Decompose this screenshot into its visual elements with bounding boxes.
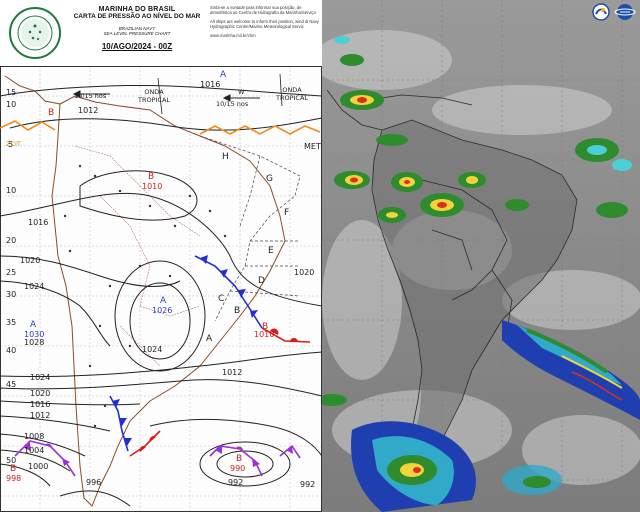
occluded-front-1	[14, 440, 76, 477]
pressure-chart-panel: MARINHA DO BRASIL CARTA DE PRESSÃO AO NÍ…	[0, 0, 322, 512]
area-letter: C	[218, 294, 225, 304]
subtitle-en-1: BRAZILIAN NAVY	[118, 26, 156, 31]
convection-south	[322, 394, 562, 512]
subtitle-en-2: SEA LEVEL PRESSURE CHART	[103, 31, 171, 36]
semar-logo	[592, 3, 610, 21]
agency-logos	[592, 3, 636, 21]
lat-label: 5	[8, 140, 14, 149]
low-center-value: 1010	[254, 330, 275, 339]
meteo-label: METE	[304, 142, 322, 151]
area-boundaries	[199, 135, 301, 322]
lat-label: 50	[6, 456, 17, 465]
satellite-image	[322, 0, 640, 512]
isobar-label: 1016	[30, 400, 51, 409]
lat-label: 10	[6, 186, 17, 195]
lat-label: 25	[6, 268, 17, 277]
isobar-label: 1012	[30, 411, 51, 420]
isobar-label: 1016	[28, 218, 49, 227]
coastline	[51, 95, 286, 507]
isobar-label: 1012	[78, 106, 99, 115]
isobar-label: 1020	[20, 256, 41, 265]
high-center-letter: A	[220, 70, 227, 80]
occluded-front-2	[209, 445, 263, 477]
occluded-front-3	[279, 444, 301, 459]
high-center-letter: A	[30, 320, 37, 330]
isobar-label: 1028	[24, 338, 45, 347]
isobar-label: 1024	[30, 373, 51, 382]
lat-label: 10	[6, 100, 17, 109]
isobar-label: 1020	[30, 389, 51, 398]
area-letter: B	[234, 306, 241, 316]
lat-label: 35	[6, 318, 17, 327]
isobar-label: 1024	[24, 282, 45, 291]
low-center-value: 990	[230, 464, 246, 473]
area-letter: A	[206, 334, 213, 344]
org-name: MARINHA DO BRASIL	[98, 6, 176, 13]
isobar-label: 1020	[294, 268, 315, 277]
wind-direction: W	[238, 88, 245, 96]
isobar-label: 1016	[200, 80, 221, 89]
tropical-waves	[157, 73, 283, 115]
internal-borders	[74, 145, 201, 367]
wind-arrows	[72, 90, 260, 102]
warm-front-2	[129, 430, 161, 457]
wind-label: 10/15 nos	[74, 92, 107, 100]
chart-title-block: MARINHA DO BRASIL CARTA DE PRESSÃO AO NÍ…	[70, 6, 204, 51]
convection-itcz	[334, 36, 632, 223]
chart-title: CARTA DE PRESSÃO AO NÍVEL DO MAR	[73, 13, 201, 20]
lat-label: 15	[6, 88, 17, 97]
tropical-wave-label: ONDA TROPICAL	[275, 86, 309, 102]
grid-lines	[0, 66, 322, 512]
warm-front-1	[261, 327, 311, 343]
info-pt: Sinta-se a vontade para informar sua pos…	[210, 5, 316, 15]
isobar-label: 1024	[142, 345, 163, 354]
low-center-letter: B	[236, 454, 243, 464]
wind-label: 10/15 nos	[216, 100, 249, 108]
info-url[interactable]: www.marinha.mil.br/chm	[210, 33, 256, 38]
itcz-label: ZCIT	[6, 140, 21, 148]
pressure-map	[0, 66, 322, 512]
isobar-label: 992	[228, 478, 244, 487]
area-letter: H	[222, 152, 229, 162]
isobar-label: 1008	[24, 432, 45, 441]
continent	[372, 120, 577, 490]
high-center-letter: A	[160, 296, 167, 306]
low-center-letter: B	[10, 464, 17, 474]
high-center-value: 1026	[152, 306, 173, 315]
chart-header: MARINHA DO BRASIL CARTA DE PRESSÃO AO NÍ…	[0, 0, 322, 66]
isobar-label: 996	[86, 478, 102, 487]
lat-label: 20	[6, 236, 17, 245]
cold-front-1	[194, 255, 263, 329]
low-center-value: 1010	[142, 182, 163, 191]
lat-label: 40	[6, 346, 17, 355]
satellite-image-panel	[322, 0, 640, 512]
cold-front-2	[109, 395, 132, 452]
area-letter: D	[258, 276, 265, 286]
lat-label: 30	[6, 290, 17, 299]
cptec-logo	[614, 4, 636, 20]
area-letter: G	[266, 174, 273, 184]
chart-date: 10/AGO/2024 - 00Z	[101, 42, 173, 51]
high-center-value: 1030	[24, 330, 45, 339]
low-center-value: 998	[6, 474, 22, 483]
low-center-letter: B	[48, 108, 55, 118]
isobar-label: 992	[300, 480, 316, 489]
isobar-label: 1000	[28, 462, 49, 471]
area-letter: E	[268, 246, 274, 256]
tropical-wave-label: ONDA TROPICAL	[137, 88, 171, 104]
convection-frontal-band	[502, 320, 640, 420]
itcz-line	[0, 120, 321, 135]
isobar-label: 1004	[24, 446, 45, 455]
station-markers	[63, 164, 227, 428]
info-en: All ships are welcome to inform their po…	[210, 19, 319, 29]
lat-label: 45	[6, 380, 17, 389]
navy-seal-logo	[9, 7, 61, 59]
isobar-label: 1012	[222, 368, 243, 377]
low-center-letter: B	[262, 322, 269, 332]
isobars	[0, 85, 322, 507]
area-letter: F	[284, 208, 290, 218]
info-text: Sinta-se a vontade para informar sua pos…	[210, 5, 322, 42]
low-center-letter: B	[148, 172, 155, 182]
